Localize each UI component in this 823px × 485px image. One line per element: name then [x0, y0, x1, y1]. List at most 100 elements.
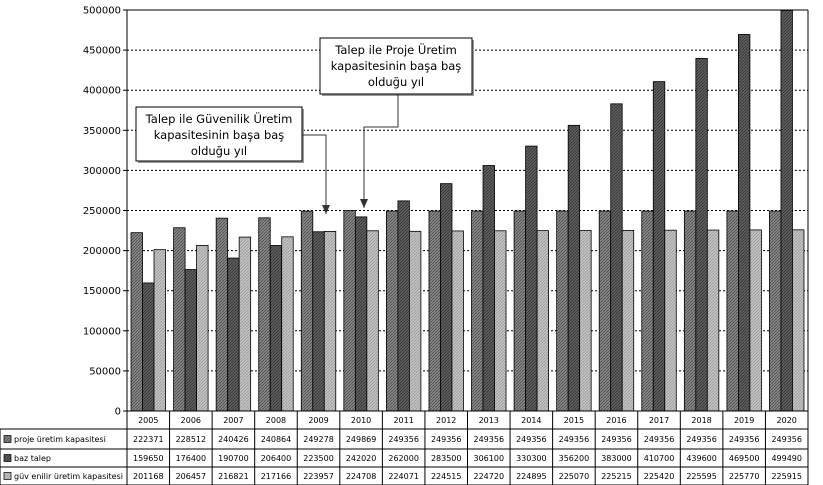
- data-table: 2005 2006 2007 2008 2009 2010 2011 2012 2013 2014…: [0, 410, 809, 485]
- table-cell: 499490: [771, 454, 802, 463]
- table-cell: 217166: [261, 472, 292, 481]
- table-cell: 249278: [303, 435, 334, 444]
- bars: [130, 10, 805, 412]
- bar-2011-series-3: [409, 230, 422, 412]
- annotation-arrow-head: [322, 205, 330, 214]
- x-tick-label: 2016: [606, 416, 626, 425]
- table-cell: 190700: [218, 454, 249, 463]
- x-tick-label: 2007: [223, 416, 243, 425]
- table-cell: 216821: [218, 472, 249, 481]
- x-tick-label: 2020: [777, 416, 797, 425]
- bar-2010-series-3: [366, 230, 379, 412]
- y-axis-ticks: 0 50000 100000 150000 200000 250000 300000 3500…: [83, 6, 127, 418]
- x-tick-label: 2012: [436, 416, 456, 425]
- table-cell: 262000: [388, 454, 419, 463]
- table-cell: 283500: [431, 454, 462, 463]
- table-cell: 225420: [644, 472, 675, 481]
- bar-2005-series-3: [153, 249, 166, 412]
- annotations: Talep ile Güvenilik Üretim kapasitesinin …: [135, 37, 474, 214]
- bar-2016-series-1: [598, 210, 612, 412]
- table-cell: 469500: [729, 454, 760, 463]
- bar-2020-series-2: [780, 10, 793, 412]
- x-tick-label: 2015: [564, 416, 584, 425]
- bar-2008-series-2: [269, 245, 283, 412]
- bar-2014-series-1: [513, 210, 526, 412]
- bar-2019-series-1: [726, 210, 739, 412]
- x-tick-label: 2013: [479, 416, 499, 425]
- bar-2019-series-2: [738, 34, 751, 412]
- table-cell: 249356: [516, 435, 547, 444]
- bar-2015-series-3: [579, 230, 592, 412]
- bar-2019-series-3: [749, 229, 762, 412]
- y-tick-label: 400000: [83, 86, 121, 97]
- table-cell: 206457: [176, 472, 207, 481]
- table-cell: 439600: [686, 454, 717, 463]
- legend-key-series-3: [3, 472, 12, 480]
- y-tick-label: 300000: [83, 166, 121, 177]
- table-cell: 249356: [644, 435, 675, 444]
- table-cell: 224708: [346, 472, 377, 481]
- annotation-arrow-line: [302, 134, 327, 214]
- bar-2014-series-3: [536, 230, 549, 412]
- y-tick-label: 200000: [83, 246, 121, 257]
- table-cell: 222371: [133, 435, 164, 444]
- bar-2010-series-1: [343, 210, 356, 412]
- bar-2005-series-2: [142, 282, 155, 412]
- bar-2017-series-2: [652, 81, 666, 412]
- bar-2008-series-1: [258, 217, 271, 412]
- annotation-text: olduğu yıl: [368, 75, 424, 89]
- x-tick-label: 2008: [266, 416, 286, 425]
- bar-2006-series-1: [173, 227, 186, 412]
- table-cell: 249356: [559, 435, 590, 444]
- y-tick-label: 100000: [83, 326, 121, 337]
- bar-2011-series-1: [386, 210, 399, 412]
- table-cell: 228512: [176, 435, 207, 444]
- x-tick-label: 2018: [691, 416, 711, 425]
- legend-key-series-2: [3, 454, 12, 462]
- table-cell: 223957: [303, 472, 334, 481]
- legend-label-series-3: güv enilir üretim kapasitesi: [14, 472, 123, 481]
- bar-2008-series-3: [281, 236, 294, 412]
- x-tick-label: 2011: [393, 416, 413, 425]
- y-tick-label: 250000: [83, 206, 121, 217]
- bar-2013-series-1: [471, 210, 484, 412]
- bar-2007-series-3: [238, 236, 252, 412]
- y-tick-label: 150000: [83, 286, 121, 297]
- bar-2020-series-3: [792, 229, 805, 412]
- annotation-arrow-line: [363, 94, 399, 208]
- bar-2013-series-3: [494, 230, 507, 412]
- bar-2016-series-3: [621, 229, 635, 412]
- x-tick-label: 2010: [351, 416, 371, 425]
- annotation-text: olduğu yıl: [191, 144, 247, 158]
- annotation-arrow-head: [360, 199, 368, 208]
- table-cell: 224071: [388, 472, 419, 481]
- table-cell: 225215: [601, 472, 632, 481]
- annotation-text: Talep ile Proje Üretim: [334, 41, 457, 57]
- bar-2017-series-3: [664, 229, 677, 412]
- annotation-box: [135, 106, 303, 162]
- annotation-2: Talep ile Proje Üretim kapasitesinin başa…: [319, 37, 474, 208]
- table-cell: 249356: [388, 435, 419, 444]
- table-cell: 225915: [771, 472, 802, 481]
- table-cell: 410700: [644, 454, 675, 463]
- x-tick-label: 2017: [649, 416, 669, 425]
- table-cell: 249356: [686, 435, 717, 444]
- legend-label-series-1: proje üretim kapasitesi: [14, 435, 106, 444]
- bar-2009-series-3: [323, 230, 337, 412]
- table-cell: 330300: [516, 454, 547, 463]
- annotation-box: [319, 37, 473, 95]
- bar-2007-series-1: [215, 217, 229, 412]
- x-tick-label: 2014: [521, 416, 541, 425]
- bar-2014-series-2: [525, 145, 538, 412]
- bar-2017-series-1: [641, 210, 654, 412]
- annotation-text: kapasitesinin başa baş: [331, 59, 462, 73]
- annotation-1: Talep ile Güvenilik Üretim kapasitesinin …: [135, 106, 330, 214]
- y-tick-label: 350000: [83, 126, 121, 137]
- legend-label-series-2: baz talep: [14, 454, 51, 463]
- table-cell: 240426: [218, 435, 249, 444]
- table-cell: 249356: [431, 435, 462, 444]
- table-cell: 223500: [303, 454, 334, 463]
- table-cell: 225070: [559, 472, 590, 481]
- bar-2012-series-2: [440, 183, 453, 412]
- bar-2020-series-1: [769, 210, 782, 412]
